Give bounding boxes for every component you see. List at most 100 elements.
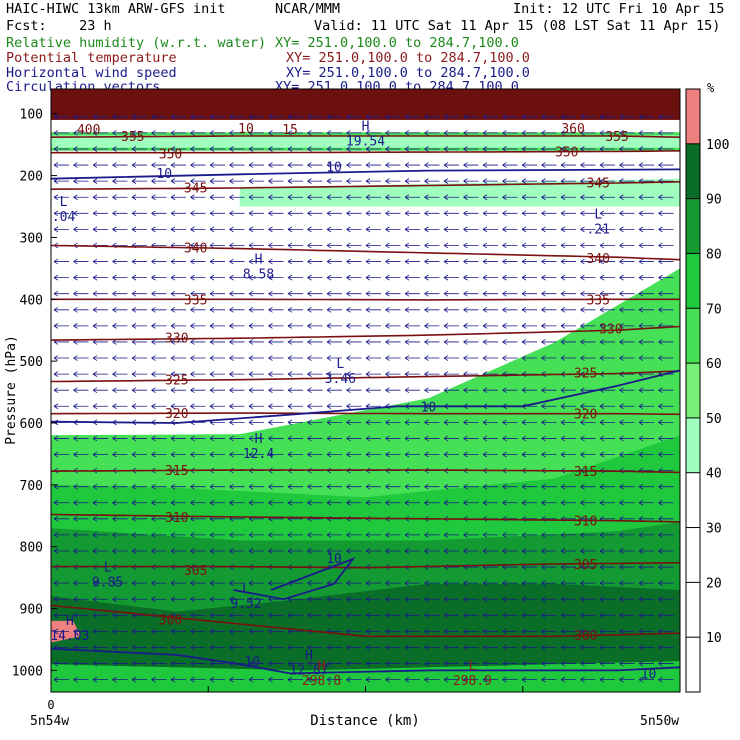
axes: 100 200 300 400 500 600 700 800 900 1000 0 5n54w 5n5… [4, 108, 681, 729]
vector-arrow [482, 548, 498, 554]
vector-arrow [658, 403, 674, 410]
vector-arrow [424, 130, 440, 136]
extremum-marker: H [255, 252, 263, 267]
vector-arrow [268, 403, 284, 410]
vector-arrow [658, 387, 674, 394]
vector-arrow [560, 162, 576, 168]
vector-arrow [53, 323, 69, 329]
theta-line-355 [51, 135, 680, 138]
vector-arrow [638, 580, 654, 586]
theta-label: 340 [586, 252, 609, 267]
vector-arrow [404, 258, 420, 265]
vector-arrow [541, 130, 557, 136]
vector-arrow [268, 210, 284, 217]
legend-level: 90 [706, 193, 722, 208]
extremum-marker: L [594, 207, 602, 222]
vector-arrow [170, 355, 186, 361]
vector-arrow [112, 499, 128, 506]
vector-arrow [112, 162, 128, 168]
theta-label: 350 [159, 147, 182, 162]
wind-label: 10 [156, 167, 172, 182]
vector-arrow [619, 194, 635, 201]
vector-arrow [170, 339, 186, 345]
vector-arrow [209, 194, 225, 201]
vector-arrow [560, 306, 576, 313]
vector-arrow [658, 194, 674, 201]
vector-arrow [424, 628, 440, 635]
vector-arrow [638, 306, 654, 313]
vector-arrow [229, 644, 245, 651]
vector-arrow [599, 596, 615, 603]
vector-arrow [229, 290, 245, 297]
vector-arrow [443, 644, 459, 651]
vector-arrow [268, 306, 284, 313]
vector-arrow [482, 130, 498, 136]
vector-arrow [580, 226, 596, 233]
vector-arrow [307, 580, 323, 586]
vector-arrow [73, 435, 89, 442]
vector-arrow [385, 387, 401, 394]
vector-arrow [346, 612, 362, 619]
vector-arrow [268, 323, 284, 329]
vector-arrow [580, 290, 596, 297]
vector-arrow [307, 596, 323, 603]
vector-arrow [190, 274, 206, 281]
vector-arrow [521, 483, 537, 490]
vector-arrow [112, 306, 128, 313]
vector-arrow [287, 483, 303, 490]
y-tick-label: 300 [20, 231, 43, 246]
vector-arrow [326, 130, 342, 136]
vector-arrow [502, 387, 518, 394]
vector-arrow [385, 290, 401, 297]
field-xy-rh: XY= 251.0,100.0 to 284.7,100.0 [275, 35, 519, 51]
org-label: NCAR/MMM [275, 1, 341, 17]
vector-arrow [287, 178, 303, 184]
vector-arrow [599, 194, 615, 201]
vector-arrow [248, 435, 264, 442]
vector-arrow [404, 419, 420, 426]
wind-line-0 [51, 369, 680, 424]
vector-arrow [287, 387, 303, 394]
vector-arrow [541, 210, 557, 217]
vector-arrow [482, 274, 498, 281]
vector-arrow [580, 323, 596, 329]
vector-arrow [229, 355, 245, 361]
vector-arrow [346, 113, 362, 120]
vector-arrow [268, 162, 284, 168]
vector-arrow [53, 130, 69, 136]
vector-arrow [658, 612, 674, 619]
legend-level: 10 [706, 631, 722, 646]
vector-arrow [53, 580, 69, 586]
vector-arrow [658, 676, 674, 683]
vector-arrow [287, 339, 303, 345]
vector-arrow [53, 532, 69, 538]
vector-arrow [385, 419, 401, 426]
vector-arrow [190, 548, 206, 554]
vector-arrow [229, 323, 245, 329]
vector-arrow [404, 323, 420, 329]
vector-arrow [521, 644, 537, 651]
vector-arrow [638, 162, 654, 168]
vector-arrow [482, 612, 498, 619]
vector-arrow [170, 323, 186, 329]
vector-arrow [482, 676, 498, 683]
y-tick-label: 200 [20, 170, 43, 185]
x-right-location: 5n50w [640, 714, 679, 729]
vector-arrow [131, 596, 147, 603]
vector-arrow [326, 644, 342, 651]
vector-arrow [73, 532, 89, 538]
vector-arrow [151, 628, 167, 635]
vector-arrow [53, 210, 69, 217]
vector-arrow [404, 130, 420, 136]
vector-arrow [53, 548, 69, 554]
vector-arrow [482, 210, 498, 217]
vector-arrow [346, 596, 362, 603]
vector-arrow [268, 339, 284, 345]
vector-arrow [53, 612, 69, 619]
vector-arrow [638, 226, 654, 233]
vector-arrow [73, 258, 89, 265]
vector-arrow [560, 612, 576, 619]
vector-arrow [151, 226, 167, 233]
vector-arrow [541, 242, 557, 249]
vector-arrow [268, 113, 284, 120]
